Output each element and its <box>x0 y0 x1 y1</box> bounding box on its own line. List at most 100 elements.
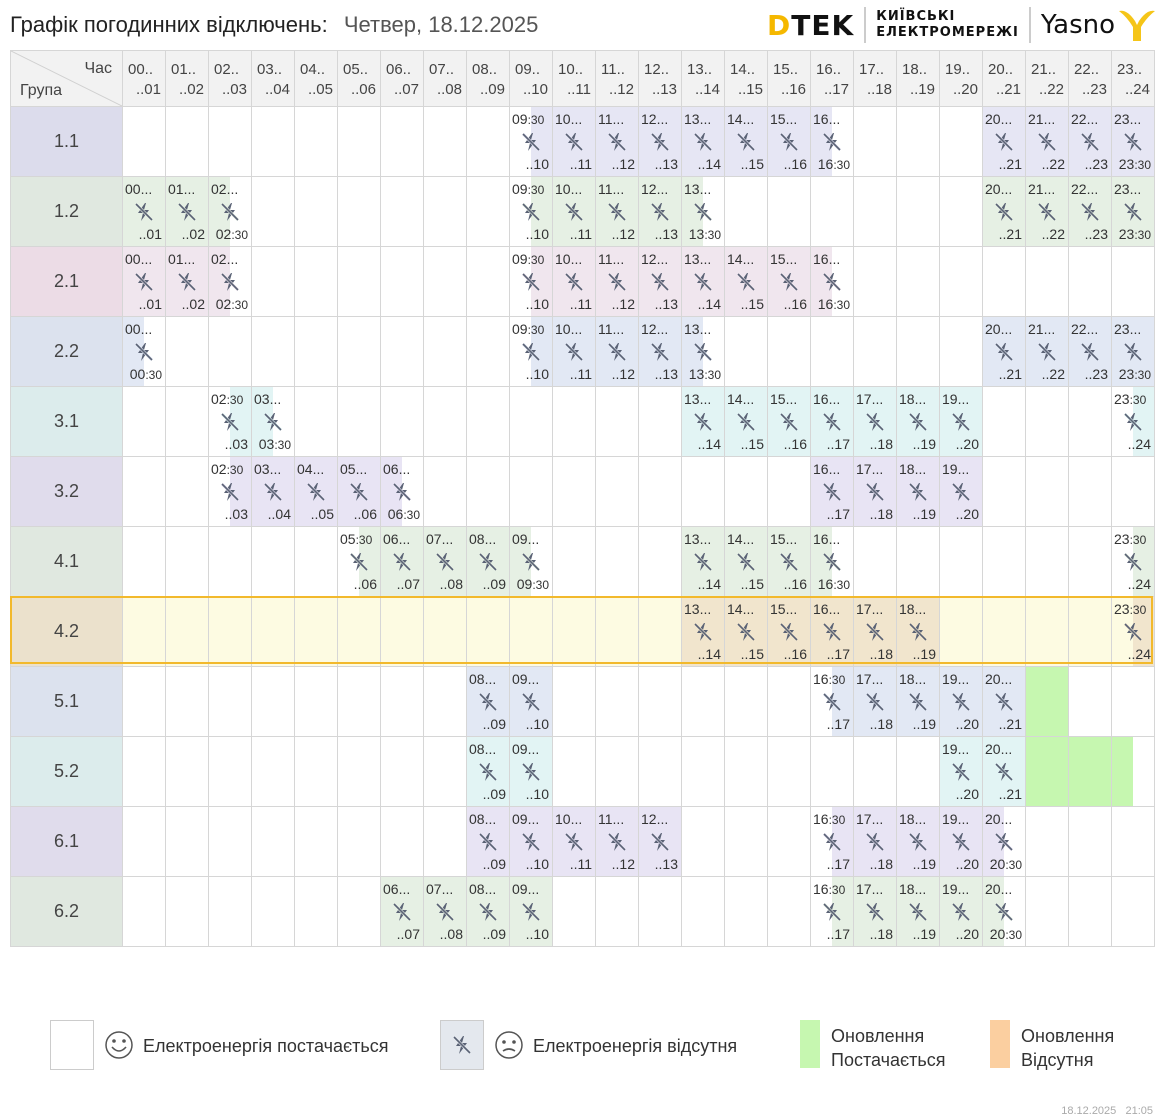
hour-cell <box>380 596 424 667</box>
power-off-icon <box>693 272 713 291</box>
outage-end-time: ..22 <box>1041 156 1065 172</box>
hour-cell <box>1068 666 1112 737</box>
outage-end-time: 13:30 <box>688 226 721 242</box>
outage-start-time: 16... <box>813 461 841 477</box>
power-off-icon <box>779 552 799 571</box>
power-off-icon-wrap <box>478 902 498 922</box>
power-off-icon-wrap <box>908 412 928 432</box>
hour-cell: 12... ..13 <box>638 316 682 387</box>
hour-start: 03.. <box>257 61 283 78</box>
hour-end: ..05 <box>307 81 333 98</box>
power-off-icon <box>392 552 412 571</box>
hour-cell <box>767 456 811 527</box>
power-off-icon <box>1123 342 1143 361</box>
power-off-icon-wrap <box>693 412 713 432</box>
hour-cell <box>939 106 983 177</box>
power-off-icon-wrap <box>736 622 756 642</box>
hour-cell: 16... 16:30 <box>810 526 854 597</box>
hour-cell <box>294 806 338 877</box>
outage-start-time: 05:30 <box>340 531 373 547</box>
outage-end-time: ..13 <box>654 296 678 312</box>
hour-cell <box>939 316 983 387</box>
power-off-icon <box>607 202 627 221</box>
power-off-icon <box>220 272 240 291</box>
hour-cell <box>423 246 467 317</box>
hour-cell <box>165 876 209 947</box>
power-off-icon-wrap <box>1123 622 1143 642</box>
hour-cell <box>294 106 338 177</box>
outage-start-time: 10... <box>555 111 583 127</box>
power-off-icon-wrap <box>908 902 928 922</box>
hour-header: 08.. ..09 <box>466 50 510 107</box>
hour-cell <box>982 526 1026 597</box>
hour-header: 17.. ..18 <box>853 50 897 107</box>
power-off-icon <box>693 622 713 641</box>
hour-cell <box>380 246 424 317</box>
outage-end-time: ..15 <box>740 156 764 172</box>
hour-cell <box>423 176 467 247</box>
hour-cell <box>337 246 381 317</box>
hour-header: 04.. ..05 <box>294 50 338 107</box>
hour-cell: 13... 13:30 <box>681 316 725 387</box>
hour-cell <box>1111 246 1155 317</box>
hour-cell: 23:30 ..24 <box>1111 526 1155 597</box>
outage-start-time: 22... <box>1071 181 1099 197</box>
outage-end-time: ..14 <box>697 576 721 592</box>
outage-end-time: ..13 <box>654 226 678 242</box>
outage-start-time: 07... <box>426 531 454 547</box>
legend-update-on-line2: Постачається <box>831 1050 946 1070</box>
hour-cell <box>208 876 252 947</box>
outage-end-time: ..11 <box>569 156 592 172</box>
hour-cell <box>294 316 338 387</box>
group-label: 3.1 <box>10 386 123 457</box>
power-off-icon-wrap <box>521 202 541 222</box>
kyiv-electric-logo: КИЇВСЬКІ ЕЛЕКТРОМЕРЕЖІ <box>876 9 1019 41</box>
outage-start-time: 20... <box>985 181 1013 197</box>
outage-start-time: 16... <box>813 251 841 267</box>
hour-cell: 07... ..08 <box>423 526 467 597</box>
hour-cell: 18... ..19 <box>896 666 940 737</box>
power-off-icon-wrap <box>779 552 799 572</box>
outage-end-time: 03:30 <box>258 436 291 452</box>
hour-cell <box>1111 736 1155 807</box>
hour-cell <box>896 736 940 807</box>
outage-end-time: ..01 <box>138 226 162 242</box>
outage-end-time: ..13 <box>654 366 678 382</box>
hour-cell <box>423 806 467 877</box>
outage-end-time: 06:30 <box>387 506 420 522</box>
power-off-icon <box>908 902 928 921</box>
outage-start-time: 00... <box>125 321 153 337</box>
power-off-icon <box>908 622 928 641</box>
power-off-icon <box>1080 132 1100 151</box>
hour-cell: 02... 02:30 <box>208 246 252 317</box>
footer-date: 18.12.2025 <box>1061 1105 1117 1117</box>
hour-start: 09.. <box>515 61 541 78</box>
outage-end-time: ..11 <box>569 296 592 312</box>
outage-end-time: ..18 <box>869 436 893 452</box>
hour-cell <box>595 456 639 527</box>
hour-cell: 23... 23:30 <box>1111 106 1155 177</box>
power-off-icon-wrap <box>349 552 369 572</box>
outage-end-time: ..24 <box>1127 576 1151 592</box>
hour-cell: 20... 20:30 <box>982 806 1026 877</box>
power-off-icon-wrap <box>392 552 412 572</box>
kyiv-logo-line2: ЕЛЕКТРОМЕРЕЖІ <box>876 25 1019 40</box>
hour-start: 19.. <box>945 61 971 78</box>
hour-cell <box>767 806 811 877</box>
legend-update-off-line1: Оновлення <box>1021 1026 1115 1046</box>
outage-end-time: ..09 <box>482 856 506 872</box>
hour-cell <box>638 386 682 457</box>
outage-end-time: 23:30 <box>1118 156 1151 172</box>
hour-cell: 09... ..10 <box>509 806 553 877</box>
outage-start-time: 10... <box>555 251 583 267</box>
power-off-icon <box>994 832 1014 851</box>
hour-cell <box>337 176 381 247</box>
hour-cell <box>251 246 295 317</box>
power-off-icon-wrap <box>865 412 885 432</box>
outage-start-time: 20... <box>985 321 1013 337</box>
hour-axis-label: Час <box>84 60 112 77</box>
hour-end: ..04 <box>264 81 290 98</box>
outage-start-time: 14... <box>727 601 755 617</box>
hour-cell <box>853 526 897 597</box>
outage-end-time: ..19 <box>912 926 936 942</box>
